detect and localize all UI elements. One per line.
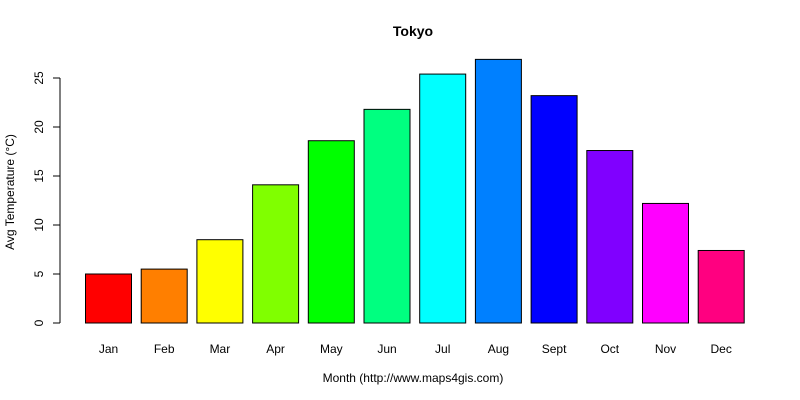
y-tick-label: 15 (32, 169, 46, 183)
bar-nov (642, 202, 689, 324)
bar-oct (586, 150, 634, 324)
y-axis-title: Avg Temperature (°C) (3, 134, 17, 250)
bars (85, 58, 745, 324)
bar-aug (474, 58, 522, 324)
bar-feb (140, 268, 188, 324)
bar-sept (530, 95, 578, 324)
bar-jul (419, 73, 467, 324)
x-tick-label: Mar (210, 342, 231, 356)
x-tick-label: Nov (655, 342, 676, 356)
y-tick-label: 0 (32, 319, 46, 326)
x-tick-label: Apr (266, 342, 285, 356)
x-tick-label: Feb (154, 342, 175, 356)
bar-jun (363, 108, 411, 324)
x-tick-label: Jun (377, 342, 396, 356)
y-axis: 0 5 10 15 20 25 (32, 71, 61, 326)
bar-mar (196, 239, 244, 324)
x-tick-label: Jan (99, 342, 118, 356)
x-tick-label: Jul (435, 342, 450, 356)
y-tick-label: 25 (32, 71, 46, 85)
x-tick-label: Aug (488, 342, 509, 356)
bar-jan (85, 273, 132, 324)
y-tick-label: 10 (32, 218, 46, 232)
bar-may (307, 140, 355, 324)
bar-apr (252, 184, 300, 324)
x-tick-label: Oct (600, 342, 619, 356)
y-tick-label: 20 (32, 120, 46, 134)
x-axis-labels: Jan Feb Mar Apr May Jun Jul Aug Sept Oct Nov Dec (99, 342, 732, 356)
chart-title: Tokyo (393, 23, 433, 39)
x-tick-label: May (320, 342, 343, 356)
x-tick-label: Dec (711, 342, 732, 356)
bar-dec (697, 249, 745, 324)
x-axis-title: Month (http://www.maps4gis.com) (323, 371, 504, 385)
x-tick-label: Sept (542, 342, 567, 356)
y-tick-label: 5 (32, 270, 46, 277)
